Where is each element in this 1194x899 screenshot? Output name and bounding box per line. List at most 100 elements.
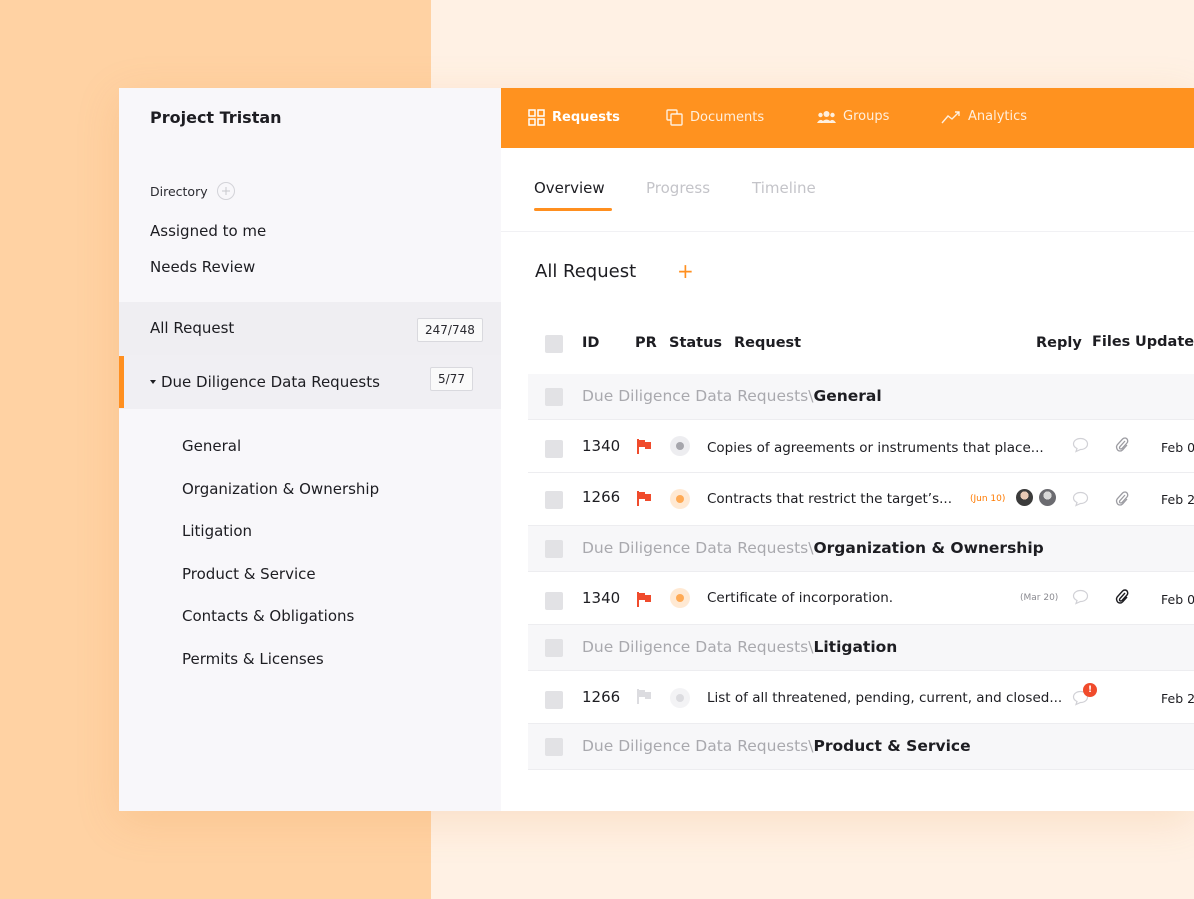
nav-documents[interactable]: Documents <box>666 109 764 126</box>
header-pr: PR <box>635 335 657 351</box>
group-separator: \ <box>808 638 814 656</box>
trend-icon <box>941 110 960 123</box>
updated-date: Feb 0 <box>1161 440 1194 455</box>
row-checkbox[interactable] <box>545 491 563 509</box>
row-checkbox[interactable] <box>545 440 563 458</box>
header-files: Files <box>1092 334 1131 350</box>
sidebar-item-all-request[interactable]: All Request 247/748 <box>119 302 501 355</box>
priority-flag-icon[interactable] <box>636 689 652 704</box>
table-row[interactable]: 1266 List of all threatened, pending, cu… <box>528 671 1194 724</box>
table-row[interactable]: 1340 Copies of agreements or instruments… <box>528 420 1194 473</box>
table-row[interactable]: 1266 Contracts that restrict the target’… <box>528 473 1194 526</box>
row-checkbox[interactable] <box>545 738 563 756</box>
header-id: ID <box>582 335 600 351</box>
avatar[interactable] <box>1037 487 1058 508</box>
updated-date: Feb 0 <box>1161 592 1194 607</box>
due-date: (Mar 20) <box>1020 593 1059 603</box>
group-row-product-service[interactable]: Due Diligence Data Requests\Product & Se… <box>528 724 1194 770</box>
sidebar-item-due-diligence[interactable]: Due Diligence Data Requests 5/77 <box>119 355 501 409</box>
group-name: Litigation <box>813 638 898 656</box>
updated-date: Feb 2 <box>1161 492 1194 507</box>
group-path: Due Diligence Data Requests\General <box>582 387 882 405</box>
group-name: General <box>813 387 882 405</box>
active-tab-underline <box>534 208 612 211</box>
sidebar: Project Tristan Directory Assigned to me… <box>119 88 501 811</box>
priority-flag-icon[interactable] <box>636 439 652 454</box>
tab-progress[interactable]: Progress <box>646 179 711 197</box>
nav-analytics[interactable]: Analytics <box>941 109 1027 124</box>
status-indicator <box>670 436 690 456</box>
sidebar-item-label: Due Diligence Data Requests <box>150 373 380 391</box>
group-separator: \ <box>808 387 814 405</box>
sidebar-subitem-product-service[interactable]: Product & Service <box>182 565 316 583</box>
avatar[interactable] <box>1014 487 1035 508</box>
row-checkbox[interactable] <box>545 540 563 558</box>
group-separator: \ <box>808 539 814 557</box>
header-status: Status <box>669 335 723 351</box>
group-path: Due Diligence Data Requests\Organization… <box>582 539 1044 557</box>
app-window: Project Tristan Directory Assigned to me… <box>119 88 1194 811</box>
sidebar-subitem-organization[interactable]: Organization & Ownership <box>182 480 380 498</box>
row-checkbox[interactable] <box>545 592 563 610</box>
row-checkbox[interactable] <box>545 691 563 709</box>
sidebar-subitem-contacts[interactable]: Contacts & Obligations <box>182 607 355 625</box>
comment-icon[interactable] <box>1072 437 1089 453</box>
row-checkbox[interactable] <box>545 388 563 406</box>
nav-label: Groups <box>843 109 890 124</box>
add-request-icon[interactable]: + <box>677 259 694 283</box>
due-diligence-label: Due Diligence Data Requests <box>161 373 380 391</box>
updated-date: Feb 2 <box>1161 691 1194 706</box>
request-text[interactable]: Certificate of incorporation. <box>707 590 894 606</box>
attachment-icon[interactable] <box>1115 490 1129 507</box>
group-name: Product & Service <box>813 737 971 755</box>
tab-timeline[interactable]: Timeline <box>752 179 816 197</box>
sidebar-subitem-litigation[interactable]: Litigation <box>182 522 253 540</box>
project-title: Project Tristan <box>150 108 282 127</box>
group-prefix: Due Diligence Data Requests <box>582 539 809 557</box>
request-text[interactable]: Contracts that restrict the target’s... <box>707 491 952 507</box>
priority-flag-icon[interactable] <box>636 491 652 506</box>
sidebar-subitem-permits[interactable]: Permits & Licenses <box>182 650 324 668</box>
top-navigation: Requests Documents Groups <box>501 88 1194 148</box>
attachment-icon[interactable] <box>1115 436 1129 453</box>
row-checkbox[interactable] <box>545 639 563 657</box>
request-id: 1340 <box>582 589 621 607</box>
table-row[interactable]: 1340 Certificate of incorporation. (Mar … <box>528 572 1194 625</box>
attachment-icon[interactable] <box>1115 588 1129 605</box>
main-panel: Requests Documents Groups <box>501 88 1194 811</box>
comment-icon[interactable] <box>1072 589 1089 605</box>
nav-requests[interactable]: Requests <box>528 109 620 126</box>
alert-badge-icon: ! <box>1083 683 1097 697</box>
header-request: Request <box>734 335 802 351</box>
request-text[interactable]: Copies of agreements or instruments that… <box>707 440 1044 456</box>
select-all-checkbox[interactable] <box>545 335 563 353</box>
request-id: 1266 <box>582 688 621 706</box>
group-prefix: Due Diligence Data Requests <box>582 638 809 656</box>
group-separator: \ <box>808 737 814 755</box>
section-title: All Request <box>535 261 637 282</box>
group-row-organization[interactable]: Due Diligence Data Requests\Organization… <box>528 526 1194 572</box>
sidebar-subitem-general[interactable]: General <box>182 437 242 455</box>
grid-icon <box>528 109 545 126</box>
group-path: Due Diligence Data Requests\Litigation <box>582 638 897 656</box>
header-reply: Reply <box>1036 335 1082 351</box>
tab-bar: Overview Progress Timeline <box>501 148 1194 232</box>
sidebar-item-label: All Request <box>150 319 235 337</box>
priority-flag-icon[interactable] <box>636 592 652 607</box>
nav-label: Analytics <box>968 109 1028 124</box>
group-row-litigation[interactable]: Due Diligence Data Requests\Litigation <box>528 625 1194 671</box>
sidebar-item-needs-review[interactable]: Needs Review <box>150 258 256 276</box>
caret-down-icon[interactable] <box>150 380 156 384</box>
status-indicator <box>670 588 690 608</box>
request-id: 1266 <box>582 488 621 506</box>
nav-groups[interactable]: Groups <box>817 109 889 124</box>
comment-icon[interactable] <box>1072 491 1089 507</box>
group-row-general[interactable]: Due Diligence Data Requests\General <box>528 374 1194 420</box>
directory-row: Directory <box>150 182 235 200</box>
nav-label: Documents <box>690 110 765 125</box>
tab-overview[interactable]: Overview <box>534 179 605 197</box>
sidebar-item-assigned-to-me[interactable]: Assigned to me <box>150 222 267 240</box>
group-prefix: Due Diligence Data Requests <box>582 737 809 755</box>
request-text[interactable]: List of all threatened, pending, current… <box>707 690 1063 706</box>
add-directory-icon[interactable] <box>216 182 235 200</box>
